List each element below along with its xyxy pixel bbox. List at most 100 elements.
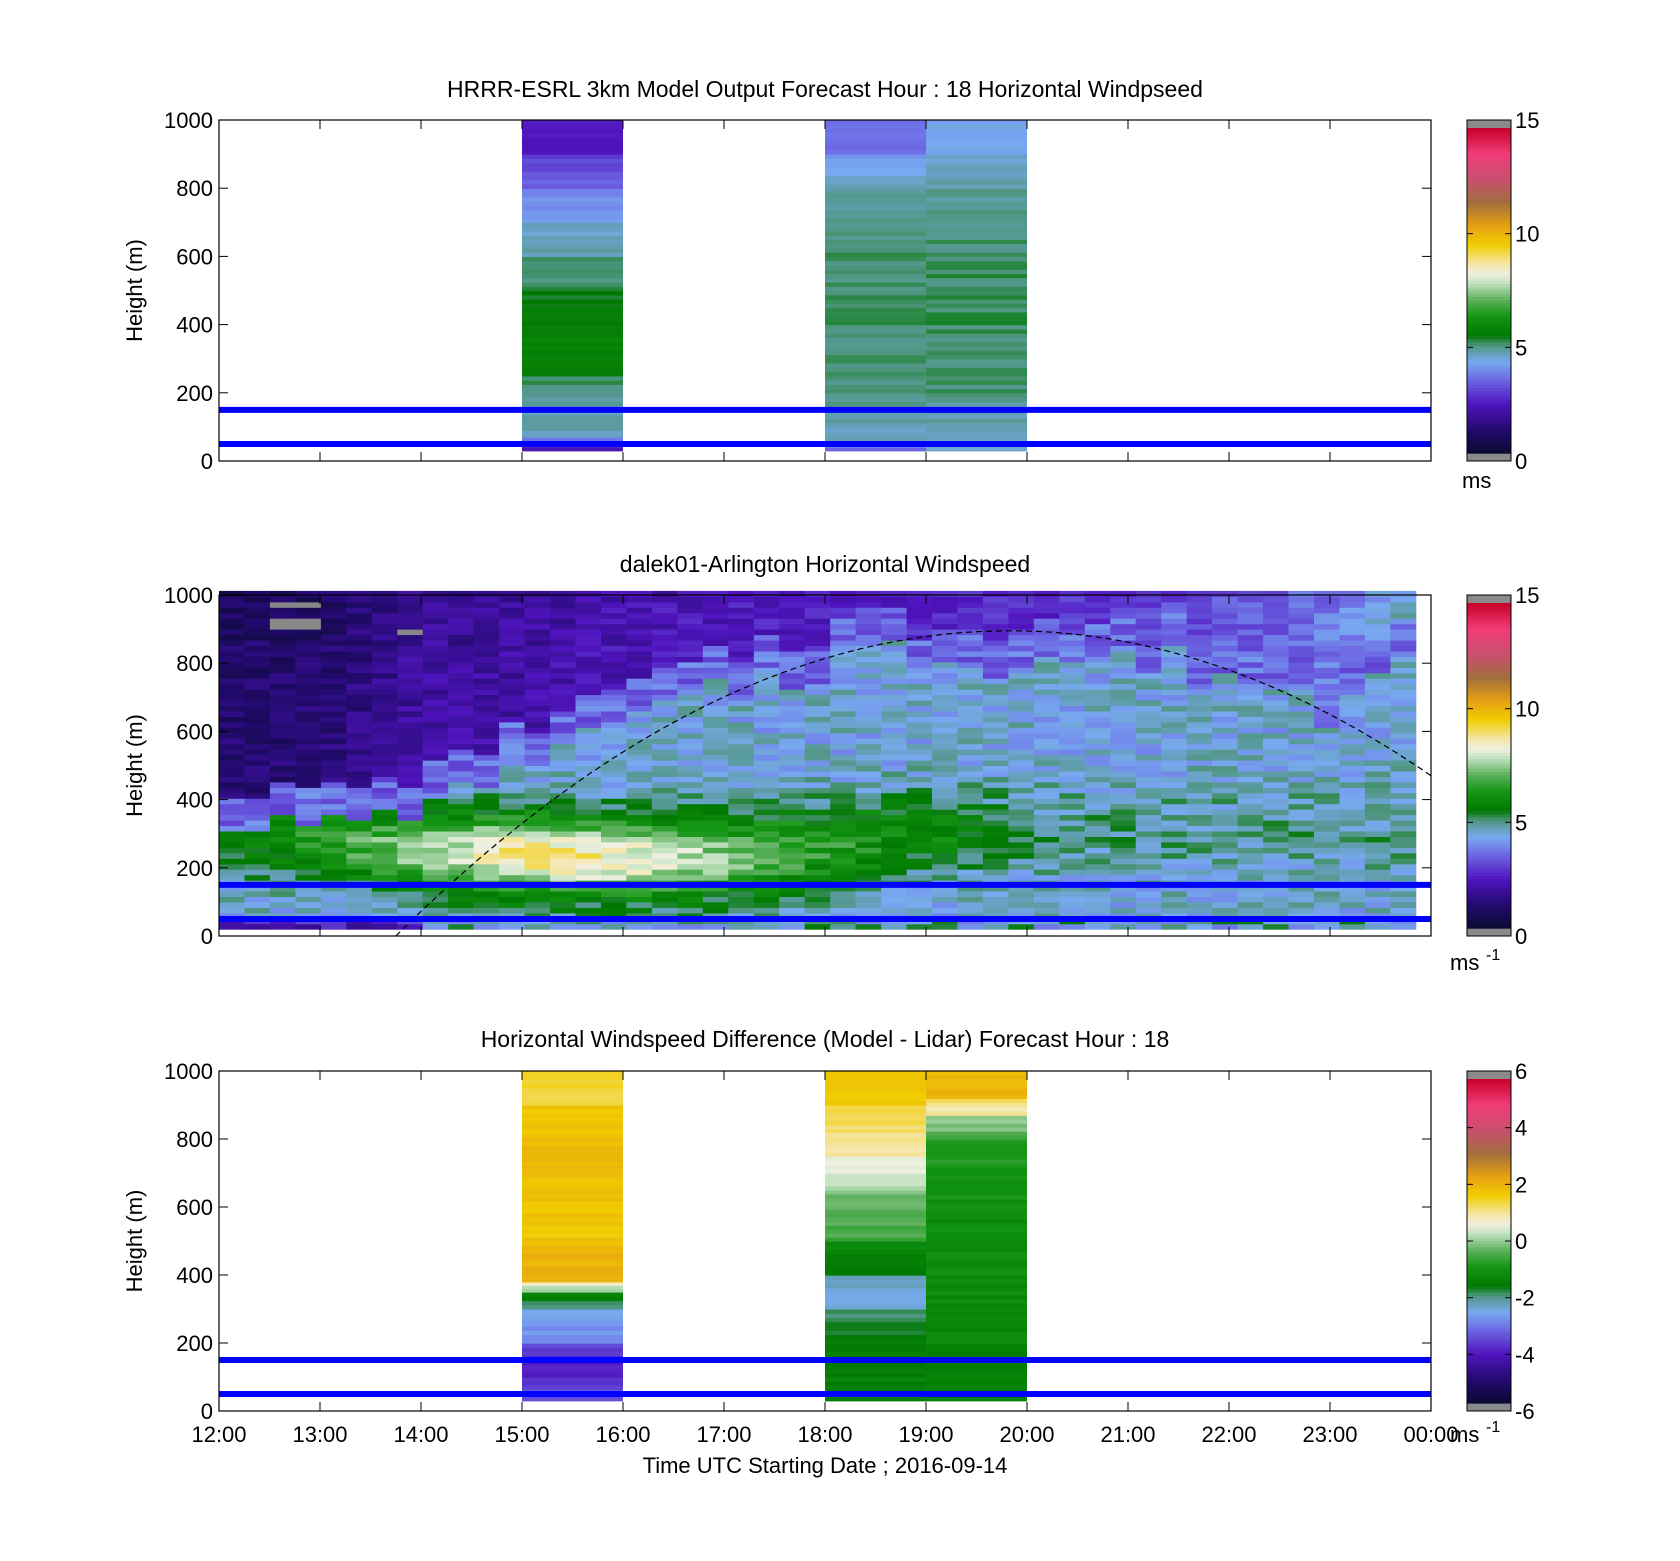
heatmap-cell [524,743,551,750]
heatmap-cell [522,1121,623,1126]
heatmap-cell [1008,809,1035,816]
heatmap-cell [1390,743,1417,750]
colorbar-step [1467,375,1511,379]
heatmap-cell [830,721,857,728]
heatmap-cell [1212,634,1238,641]
heatmap-cell [855,640,882,646]
heatmap-cell [932,672,958,679]
heatmap-cell [448,732,475,739]
heatmap-cell [499,727,525,734]
heatmap-cell [753,847,780,854]
heatmap-cell [522,384,623,390]
heatmap-cell [825,230,926,236]
heatmap-cell [825,1108,926,1114]
heatmap-cell [448,874,475,881]
heatmap-cell [1364,869,1391,876]
heatmap-cell [320,869,347,876]
heatmap-cell [1237,710,1264,717]
heatmap-cell [1263,781,1289,788]
heatmap-cell [1084,776,1111,783]
heatmap-cell [1339,623,1366,630]
heatmap-cell [825,1168,926,1174]
heatmap-cell [320,776,347,783]
heatmap-cell [1059,590,1086,597]
heatmap-cell [1364,776,1391,783]
colorbar-tick-label: -4 [1515,1342,1535,1367]
colorbar-step [1467,1331,1511,1336]
heatmap-cell [219,852,245,859]
heatmap-cell [448,885,475,892]
heatmap-cell [804,803,831,810]
heatmap-cell [1212,760,1238,766]
heatmap-cell [422,858,449,865]
heatmap-cell [499,612,525,619]
heatmap-cell [1186,590,1213,597]
colorbar-step [1467,1228,1511,1232]
heatmap-cell [626,852,653,859]
heatmap-cell [881,814,907,821]
heatmap-cell [982,803,1009,810]
heatmap-cell [1161,678,1188,685]
heatmap-cell [825,1309,926,1314]
heatmap-cell [1033,640,1060,646]
heatmap-cell [1263,678,1289,685]
heatmap-cell [422,847,449,854]
heatmap-cell [926,1363,1027,1369]
heatmap-cell [1263,645,1289,652]
heatmap-cell [779,809,806,816]
colorbar-step [1467,339,1511,344]
heatmap-cell [855,705,882,712]
heatmap-cell [626,896,653,903]
heatmap-cell [926,1074,1027,1080]
heatmap-cell [702,732,729,739]
heatmap-cell [1059,798,1086,805]
heatmap-cell [651,787,678,794]
heatmap-cell [397,727,424,734]
heatmap-cell [982,683,1009,690]
heatmap-cell [601,896,627,903]
heatmap-cell [825,1075,926,1081]
heatmap-cell [932,710,958,717]
heatmap-cell [926,286,1027,292]
heatmap-cell [1364,705,1391,712]
heatmap-cell [1033,858,1060,865]
heatmap-cell [1110,596,1137,603]
heatmap-cell [906,852,933,859]
heatmap-cell [830,612,857,619]
heatmap-cell [550,901,576,908]
heatmap-cell [371,721,398,728]
heatmap-cell [522,154,623,159]
heatmap-cell [728,700,755,706]
heatmap-cell [804,678,831,685]
heatmap-cell [397,798,424,805]
heatmap-cell [346,831,373,837]
heatmap-cell [830,792,857,799]
heatmap-cell [397,858,424,865]
heatmap-cell [1110,836,1137,843]
heatmap-cell [550,885,576,892]
heatmap-cell [1339,743,1366,750]
heatmap-cell [825,1321,926,1327]
colorbar-step [1467,1147,1511,1151]
heatmap-cell [1237,820,1264,827]
heatmap-cell [448,634,475,641]
colorbar-step [1467,1380,1511,1385]
heatmap-cell [957,765,984,772]
colorbar-step [1467,1166,1511,1171]
heatmap-cell [1390,656,1417,663]
heatmap-cell [651,798,678,805]
heatmap-cell [626,912,653,919]
heatmap-cell [320,618,347,625]
heatmap-cell [601,841,627,848]
heatmap-cell [371,667,398,674]
heatmap-cell [804,907,831,914]
heatmap-cell [926,264,1027,270]
heatmap-cell [1212,896,1238,903]
heatmap-cell [1059,667,1086,674]
heatmap-cell [677,781,704,788]
heatmap-cell [422,738,449,745]
heatmap-cell [825,1096,926,1102]
heatmap-cell [269,852,296,859]
heatmap-cell [575,869,602,876]
heatmap-cell [1161,831,1188,837]
